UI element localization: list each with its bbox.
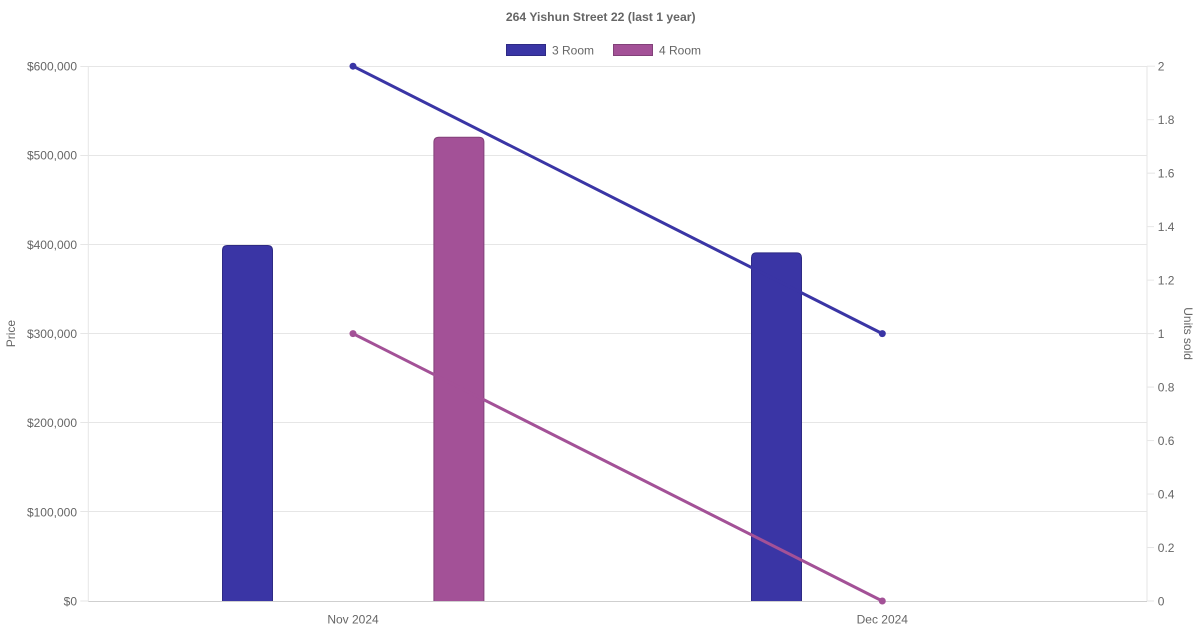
svg-text:$100,000: $100,000	[27, 505, 77, 519]
svg-text:Price: Price	[4, 320, 18, 348]
svg-text:1.8: 1.8	[1158, 113, 1175, 127]
svg-text:0.2: 0.2	[1158, 541, 1175, 555]
svg-text:0: 0	[1158, 594, 1165, 608]
svg-text:3 Room: 3 Room	[552, 44, 594, 58]
svg-text:$600,000: $600,000	[27, 60, 77, 74]
svg-text:2: 2	[1158, 60, 1165, 74]
svg-text:$0: $0	[64, 594, 78, 608]
svg-text:264 Yishun Street 22 (last 1 y: 264 Yishun Street 22 (last 1 year)	[506, 10, 696, 24]
svg-text:1.4: 1.4	[1158, 220, 1175, 234]
svg-text:$500,000: $500,000	[27, 149, 77, 163]
svg-text:0.8: 0.8	[1158, 381, 1175, 395]
svg-text:0.6: 0.6	[1158, 434, 1175, 448]
svg-text:4 Room: 4 Room	[659, 44, 701, 58]
svg-text:1.2: 1.2	[1158, 274, 1175, 288]
svg-text:1.6: 1.6	[1158, 167, 1175, 181]
svg-text:Units sold: Units sold	[1181, 307, 1195, 360]
svg-text:Dec 2024: Dec 2024	[857, 612, 909, 626]
svg-text:1: 1	[1158, 327, 1165, 341]
svg-text:Nov 2024: Nov 2024	[327, 612, 379, 626]
svg-text:$400,000: $400,000	[27, 238, 77, 252]
svg-text:$200,000: $200,000	[27, 416, 77, 430]
svg-text:$300,000: $300,000	[27, 327, 77, 341]
svg-text:0.4: 0.4	[1158, 487, 1175, 501]
